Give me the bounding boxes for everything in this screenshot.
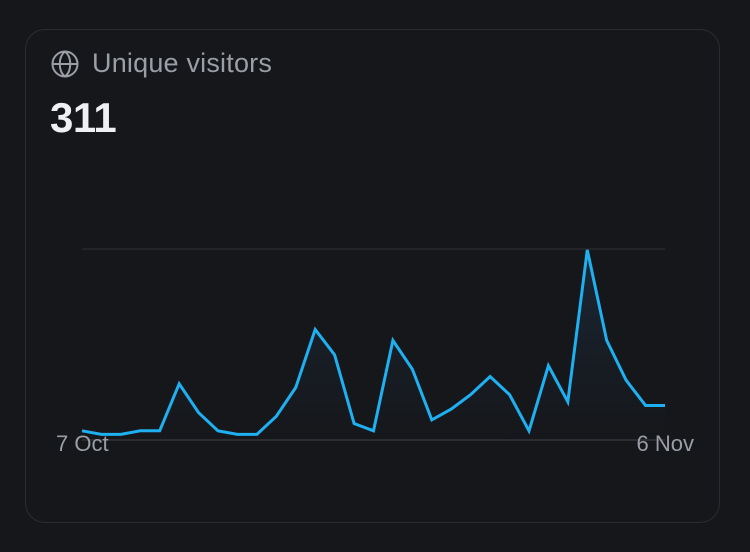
- card-title: Unique visitors: [92, 48, 273, 78]
- x-axis-start-label: 7 Oct: [56, 431, 109, 456]
- x-axis-end-label: 6 Nov: [636, 431, 694, 456]
- chart-line: [81, 249, 665, 436]
- visitor-count: 311: [50, 94, 117, 141]
- globe-icon: [50, 49, 80, 79]
- card-header: Unique visitors: [50, 48, 272, 79]
- chart-area-fill: [82, 250, 665, 440]
